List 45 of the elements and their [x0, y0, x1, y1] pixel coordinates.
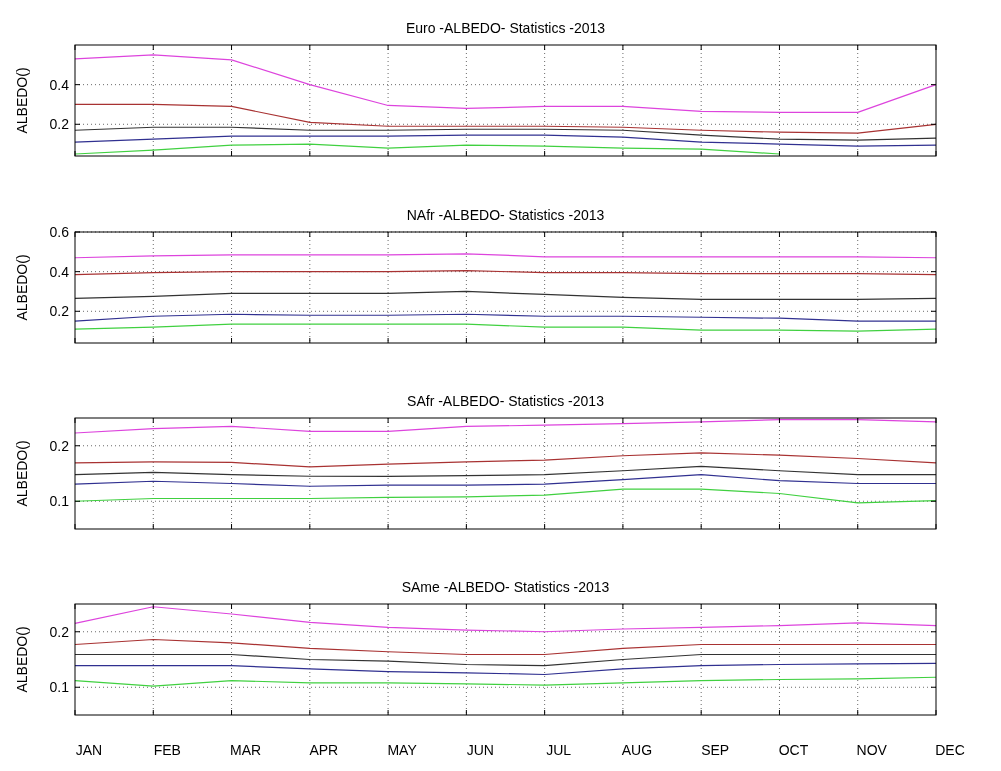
y-axis-title: ALBEDO()	[14, 626, 30, 693]
y-axis-title: ALBEDO()	[14, 254, 30, 321]
x-tick-label: JAN	[75, 742, 103, 758]
y-tick-label: 0.6	[49, 224, 70, 240]
x-tick-label: JUN	[466, 742, 494, 758]
y-tick-label: 0.4	[49, 76, 70, 93]
y-tick-label: 0.1	[49, 679, 70, 696]
x-tick-label: DEC	[935, 742, 965, 758]
chart-title: NAfr -ALBEDO- Statistics -2013	[406, 207, 605, 223]
x-tick-label: FEB	[153, 742, 181, 758]
x-tick-label: MAR	[229, 742, 262, 758]
chart-title: SAme -ALBEDO- Statistics -2013	[401, 579, 610, 595]
x-tick-label: MAY	[387, 742, 418, 758]
line-series	[74, 419, 937, 434]
x-tick-label: OCT	[778, 742, 809, 758]
x-tick-label: APR	[309, 742, 339, 758]
y-tick-label: 0.2	[49, 623, 70, 640]
line-series	[74, 662, 937, 676]
line-series	[74, 606, 937, 633]
y-tick-label: 0.4	[49, 263, 70, 280]
line-series	[74, 323, 937, 332]
line-series	[74, 465, 937, 477]
y-tick-label: 0.2	[49, 303, 70, 320]
chart-title: SAfr -ALBEDO- Statistics -2013	[407, 393, 605, 409]
line-series	[74, 143, 781, 155]
line-series	[74, 676, 937, 687]
line-series	[74, 653, 937, 667]
y-axis-title: ALBEDO()	[14, 440, 30, 507]
line-series	[74, 290, 937, 300]
line-series	[74, 134, 937, 147]
y-tick-label: 0.2	[49, 116, 70, 133]
y-axis-title: ALBEDO()	[14, 67, 30, 134]
line-series	[74, 54, 937, 113]
line-series	[74, 313, 937, 322]
line-series	[74, 452, 937, 468]
y-tick-label: 0.1	[49, 493, 70, 510]
x-tick-label: AUG	[621, 742, 653, 758]
chart-title: Euro -ALBEDO- Statistics -2013	[405, 20, 606, 36]
x-tick-label: SEP	[701, 742, 730, 758]
line-series	[74, 126, 937, 141]
line-series	[74, 474, 937, 487]
line-series	[74, 638, 937, 656]
x-tick-label: NOV	[856, 742, 888, 758]
y-tick-label: 0.2	[49, 437, 70, 454]
x-tick-label: JUL	[546, 742, 572, 758]
